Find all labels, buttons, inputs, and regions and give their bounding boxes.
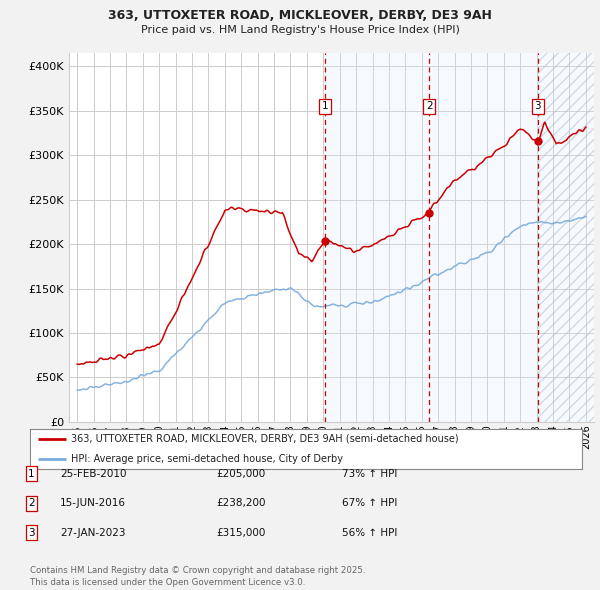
Text: 67% ↑ HPI: 67% ↑ HPI [342, 499, 397, 508]
Text: 363, UTTOXETER ROAD, MICKLEOVER, DERBY, DE3 9AH: 363, UTTOXETER ROAD, MICKLEOVER, DERBY, … [108, 9, 492, 22]
Text: 56% ↑ HPI: 56% ↑ HPI [342, 528, 397, 537]
Text: £205,000: £205,000 [216, 469, 265, 478]
Text: HPI: Average price, semi-detached house, City of Derby: HPI: Average price, semi-detached house,… [71, 454, 343, 464]
Text: 27-JAN-2023: 27-JAN-2023 [60, 528, 125, 537]
Bar [429, 53, 538, 422]
Bar [538, 53, 594, 422]
Text: 2: 2 [426, 101, 433, 112]
Bar [538, 53, 594, 422]
Text: £238,200: £238,200 [216, 499, 265, 508]
Text: Contains HM Land Registry data © Crown copyright and database right 2025.
This d: Contains HM Land Registry data © Crown c… [30, 566, 365, 587]
Text: 363, UTTOXETER ROAD, MICKLEOVER, DERBY, DE3 9AH (semi-detached house): 363, UTTOXETER ROAD, MICKLEOVER, DERBY, … [71, 434, 459, 444]
Text: 73% ↑ HPI: 73% ↑ HPI [342, 469, 397, 478]
Text: 3: 3 [535, 101, 541, 112]
Text: 2: 2 [28, 499, 35, 508]
Text: 3: 3 [28, 528, 35, 537]
Text: 25-FEB-2010: 25-FEB-2010 [60, 469, 127, 478]
Text: 1: 1 [28, 469, 35, 478]
Text: Price paid vs. HM Land Registry's House Price Index (HPI): Price paid vs. HM Land Registry's House … [140, 25, 460, 35]
Text: 15-JUN-2016: 15-JUN-2016 [60, 499, 126, 508]
Text: 1: 1 [322, 101, 329, 112]
Text: £315,000: £315,000 [216, 528, 265, 537]
Bar [325, 53, 429, 422]
